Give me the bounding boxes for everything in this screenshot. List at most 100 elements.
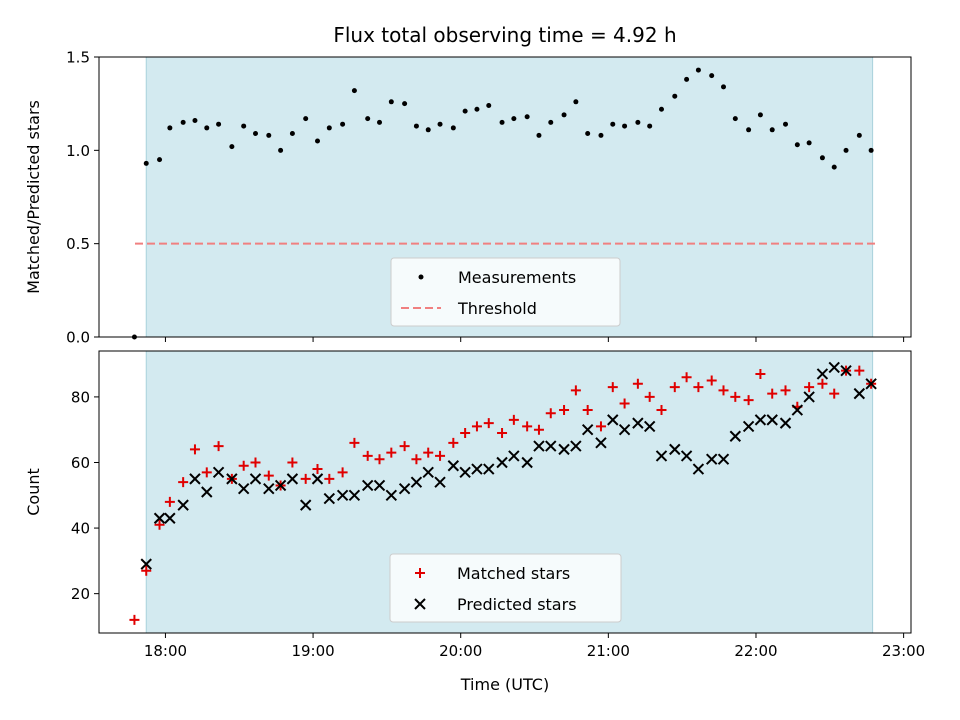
count-point xyxy=(595,437,607,449)
count-point xyxy=(141,565,152,576)
count-point xyxy=(336,489,349,501)
ratio-point xyxy=(573,99,579,105)
count-series-0 xyxy=(129,365,877,625)
count-point xyxy=(447,460,460,472)
ratio-point xyxy=(561,112,567,118)
count-point xyxy=(755,368,766,379)
count-point xyxy=(399,441,410,452)
ratio-point xyxy=(856,132,862,138)
count-point xyxy=(348,489,361,501)
ratio-point xyxy=(548,119,554,125)
count-point xyxy=(766,414,778,426)
count-point xyxy=(448,437,459,448)
ratio-point xyxy=(868,147,874,153)
count-point xyxy=(471,463,483,475)
count-y-axis-label: Count xyxy=(24,468,43,516)
count-point xyxy=(508,450,520,462)
count-point xyxy=(483,418,494,429)
count-panel: 18:00 19:00 20:00 21:00 22:00 23:00 20 40 60 80 Co… xyxy=(24,350,925,660)
ratio-point xyxy=(143,160,149,166)
ratio-point xyxy=(377,119,383,125)
count-point xyxy=(286,473,299,485)
ratio-point xyxy=(229,144,235,150)
count-point xyxy=(754,414,767,426)
ratio-point xyxy=(524,114,530,120)
count-point xyxy=(249,473,262,485)
count-point xyxy=(581,423,594,436)
count-point xyxy=(804,382,815,393)
ratio-point xyxy=(180,119,186,125)
ratio-series-0 xyxy=(131,67,874,340)
count-point xyxy=(337,467,348,478)
count-point xyxy=(743,395,754,406)
ratio-point xyxy=(695,67,701,73)
ratio-point xyxy=(425,127,431,133)
count-point xyxy=(521,456,533,469)
count-point xyxy=(865,378,877,390)
count-point xyxy=(274,479,287,492)
count-point xyxy=(730,391,741,402)
ratio-point xyxy=(746,127,752,133)
y-tick-label: 1.0 xyxy=(66,142,90,160)
count-point xyxy=(655,450,668,462)
ratio-point xyxy=(658,106,664,112)
count-point xyxy=(522,421,533,432)
legend-marker xyxy=(415,568,425,578)
count-point xyxy=(323,492,336,505)
count-point xyxy=(693,382,704,393)
ratio-point xyxy=(351,88,357,94)
ratio-point xyxy=(610,121,616,127)
count-point xyxy=(324,473,335,484)
ratio-point xyxy=(462,108,468,114)
ratio-point xyxy=(266,132,272,138)
count-point xyxy=(164,496,175,507)
count-point xyxy=(238,460,249,471)
ratio-point xyxy=(303,116,309,122)
legend-box xyxy=(389,553,622,623)
legend-label: Predicted stars xyxy=(457,595,577,614)
ratio-point xyxy=(769,127,775,133)
count-point xyxy=(423,447,434,458)
count-point xyxy=(803,391,815,403)
count-series-1 xyxy=(140,361,877,570)
count-point xyxy=(164,512,176,524)
x-axis-label: Time (UTC) xyxy=(460,675,549,694)
y-tick-label: 0.5 xyxy=(66,235,90,253)
count-point xyxy=(263,483,275,495)
count-point xyxy=(780,385,791,396)
count-point xyxy=(829,388,840,399)
count-point xyxy=(817,378,828,389)
ratio-panel: 0.0 0.5 1.0 1.5 Matched/Predicted stars Measu… xyxy=(24,49,912,347)
count-point xyxy=(201,486,213,498)
count-point xyxy=(411,454,422,465)
count-point xyxy=(496,456,508,469)
count-point xyxy=(434,476,446,488)
y-tick-label: 20 xyxy=(71,585,90,603)
count-point xyxy=(742,420,755,433)
legend-label: Matched stars xyxy=(457,564,570,583)
ratio-point xyxy=(585,131,591,137)
ratio-point xyxy=(340,121,346,127)
count-point xyxy=(779,417,792,429)
y-tick-label: 1.5 xyxy=(66,49,90,67)
count-point xyxy=(299,499,312,511)
ratio-point xyxy=(757,112,763,118)
x-tick-label: 20:00 xyxy=(439,642,482,660)
count-point xyxy=(582,405,593,416)
count-point xyxy=(729,430,742,442)
ratio-point xyxy=(806,140,812,146)
ratio-point xyxy=(709,73,715,79)
count-point xyxy=(483,463,495,475)
count-point xyxy=(692,463,705,475)
count-point xyxy=(840,364,852,377)
ratio-point xyxy=(843,147,849,153)
count-point xyxy=(717,453,730,465)
ratio-point xyxy=(474,106,480,112)
legend-label: Threshold xyxy=(457,299,537,318)
ratio-point xyxy=(252,131,258,137)
ratio-point xyxy=(635,119,641,125)
count-point xyxy=(140,558,152,570)
ratio-point xyxy=(499,119,505,125)
y-tick-label: 40 xyxy=(71,520,90,538)
